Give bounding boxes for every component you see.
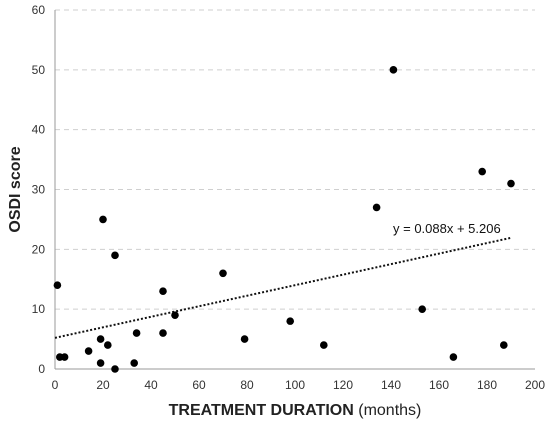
- y-tick-labels: 0 10 20 30 40 50 60: [32, 3, 46, 376]
- x-axis-label-main: TREATMENT DURATION: [169, 402, 354, 419]
- data-point: [111, 365, 119, 373]
- x-tick-label: 60: [192, 378, 206, 392]
- data-point: [500, 341, 508, 349]
- x-tick-label: 180: [477, 378, 497, 392]
- data-point: [449, 353, 458, 361]
- x-tick-label: 100: [285, 378, 305, 392]
- data-point: [478, 167, 487, 176]
- data-point: [219, 269, 227, 278]
- y-tick-label: 20: [32, 242, 46, 256]
- x-tick-label: 160: [429, 378, 449, 392]
- x-tick-label: 200: [525, 378, 545, 392]
- y-tick-label: 40: [32, 123, 46, 137]
- data-point: [111, 251, 119, 260]
- gridlines: [55, 9, 535, 310]
- data-point: [507, 179, 515, 188]
- data-point: [171, 311, 179, 319]
- data-point: [159, 329, 167, 337]
- trendline: [54, 236, 512, 339]
- data-point: [320, 341, 328, 349]
- y-tick-label: 50: [32, 63, 46, 77]
- y-tick-label: 60: [32, 3, 46, 17]
- data-point: [96, 359, 105, 367]
- x-tick-label: 0: [52, 378, 59, 392]
- x-tick-labels: 0 20 40 60 80 100 120 140 160 180 200: [52, 378, 546, 392]
- data-point: [60, 353, 69, 361]
- y-tick-label: 30: [32, 183, 46, 197]
- data-point: [99, 215, 107, 224]
- data-point: [130, 359, 138, 367]
- x-tick-label: 40: [144, 378, 158, 392]
- data-point: [159, 287, 167, 296]
- data-point: [132, 329, 141, 337]
- x-tick-label: 120: [333, 378, 353, 392]
- trendline-equation: y = 0.088x + 5.206: [393, 221, 501, 236]
- x-tick-label: 80: [240, 378, 254, 392]
- y-tick-label: 0: [38, 362, 45, 376]
- data-point: [104, 341, 112, 349]
- x-axis-label-unit: (months): [354, 402, 422, 419]
- axes: [54, 10, 535, 370]
- data-point: [240, 335, 249, 343]
- data-point: [372, 203, 381, 212]
- data-points: [53, 66, 515, 373]
- y-tick-label: 10: [32, 302, 46, 316]
- x-tick-label: 20: [96, 378, 110, 392]
- data-point: [84, 347, 93, 355]
- trendline-group: [54, 236, 512, 339]
- data-point: [418, 305, 427, 313]
- data-point: [286, 317, 295, 325]
- x-tick-label: 140: [381, 378, 401, 392]
- data-point: [389, 66, 398, 74]
- data-point: [53, 281, 62, 290]
- y-axis-label: OSDI score: [7, 146, 24, 232]
- data-point: [96, 335, 105, 343]
- x-axis-label: TREATMENT DURATION (months): [169, 402, 422, 419]
